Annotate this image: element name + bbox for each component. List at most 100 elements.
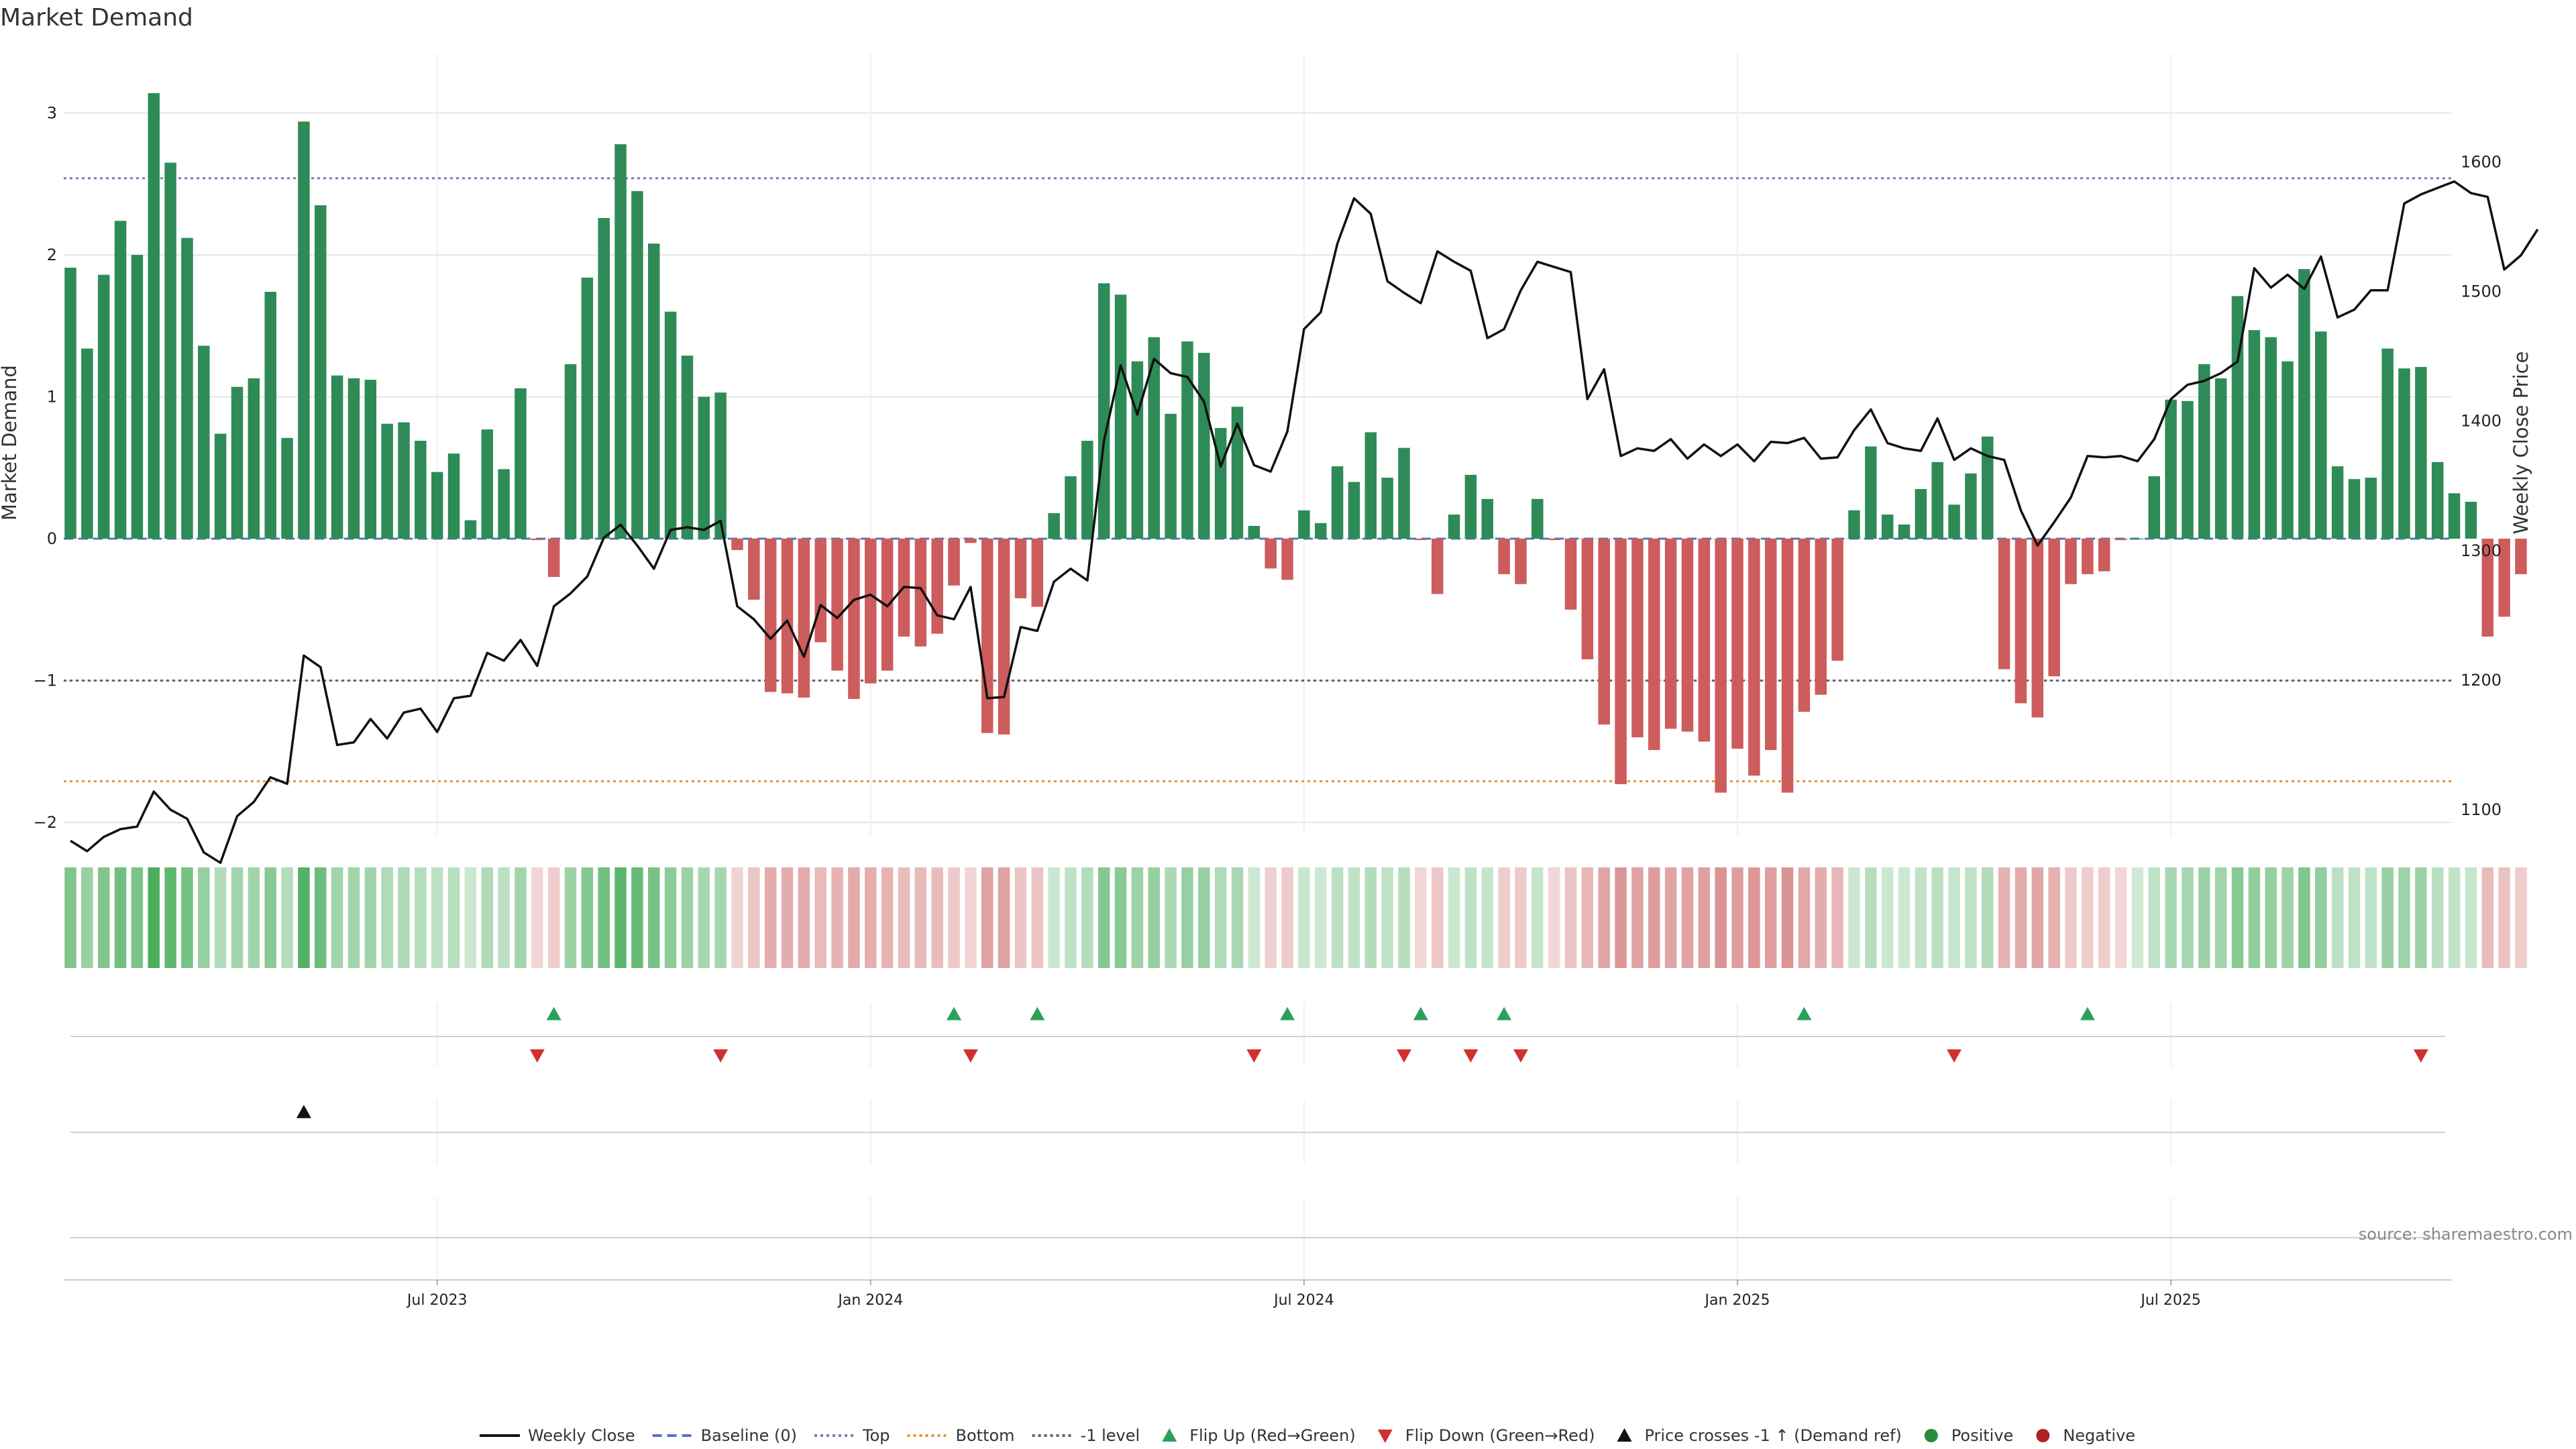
- flip-up-marker: [546, 1007, 561, 1020]
- y-axis-right-label: Weekly Close Price: [2510, 352, 2532, 535]
- demand-bar: [2282, 361, 2294, 539]
- demand-bar: [1781, 539, 1794, 793]
- legend-label: Flip Down (Green→Red): [1405, 1426, 1595, 1445]
- legend-item: Positive: [1924, 1426, 2013, 1445]
- demand-bar: [1014, 539, 1027, 598]
- legend-item: Top: [814, 1426, 890, 1445]
- chart-title: Market Demand: [0, 4, 193, 32]
- heat-cell: [1982, 867, 1994, 968]
- heat-cell: [998, 867, 1010, 968]
- heat-cell: [1415, 867, 1427, 968]
- heat-cell: [1798, 867, 1811, 968]
- demand-bar: [2465, 502, 2477, 539]
- heat-cell: [2165, 867, 2177, 968]
- demand-bar: [1598, 539, 1610, 725]
- demand-bar: [148, 93, 160, 539]
- demand-bar: [814, 539, 826, 643]
- legend-item: Price crosses -1 ↑ (Demand ref): [1617, 1426, 1902, 1445]
- heat-cell: [2331, 867, 2344, 968]
- heat-cell: [431, 867, 443, 968]
- demand-bar: [1431, 539, 1444, 594]
- heat-cell: [831, 867, 843, 968]
- demand-bar: [648, 244, 660, 539]
- heat-cell: [264, 867, 276, 968]
- heat-cell: [1931, 867, 1943, 968]
- demand-bar: [2431, 462, 2444, 539]
- heat-cell: [731, 867, 743, 968]
- heat-cell: [415, 867, 427, 968]
- flip-down-marker: [1947, 1049, 1962, 1063]
- heat-cell: [364, 867, 377, 968]
- heat-cell: [1097, 867, 1110, 968]
- demand-bar: [231, 386, 244, 539]
- heat-cell: [1615, 867, 1627, 968]
- heat-cell: [2182, 867, 2194, 968]
- y-right-tick-label: 1600: [2461, 153, 2502, 172]
- demand-bar: [1965, 473, 1977, 539]
- y-right-tick-label: 1500: [2461, 282, 2502, 301]
- demand-bar: [798, 539, 810, 698]
- heat-cell: [2015, 867, 2027, 968]
- heat-cell: [1248, 867, 1260, 968]
- heat-cell: [1631, 867, 1644, 968]
- demand-bar: [1065, 476, 1077, 539]
- demand-bar: [2031, 539, 2044, 718]
- heat-cell: [2381, 867, 2394, 968]
- heat-cell: [248, 867, 260, 968]
- flip-down-marker: [1397, 1049, 1411, 1063]
- demand-bar: [81, 348, 93, 539]
- heat-cell: [698, 867, 710, 968]
- demand-bar: [1315, 523, 1327, 539]
- flip-up-marker: [1280, 1007, 1295, 1020]
- legend-item: Flip Up (Red→Green): [1162, 1426, 1356, 1445]
- demand-bar: [1331, 466, 1344, 539]
- demand-bar: [131, 255, 144, 539]
- demand-bar: [1281, 539, 1293, 580]
- demand-bar: [2231, 296, 2244, 539]
- demand-bar: [2065, 539, 2077, 584]
- demand-bar: [298, 121, 310, 539]
- demand-bar: [664, 311, 677, 539]
- heat-cell: [1348, 867, 1360, 968]
- heat-cell: [598, 867, 610, 968]
- heat-cell: [2148, 867, 2160, 968]
- heat-cell: [1464, 867, 1477, 968]
- heat-cell: [1198, 867, 1210, 968]
- demand-bar: [547, 539, 560, 578]
- heat-cell: [981, 867, 994, 968]
- heat-cell: [2131, 867, 2144, 968]
- heat-cell: [714, 867, 727, 968]
- demand-bar: [1265, 539, 1277, 569]
- demand-bar: [764, 539, 777, 692]
- heat-cell: [2048, 867, 2060, 968]
- demand-bar: [965, 539, 977, 543]
- heat-cell: [2315, 867, 2327, 968]
- demand-bar: [64, 268, 76, 539]
- heat-cell: [1498, 867, 1510, 968]
- heat-cell: [931, 867, 943, 968]
- legend-label: Negative: [2063, 1426, 2135, 1445]
- weekly-close-line-layer: [70, 180, 2539, 864]
- legend-swatch: [1377, 1430, 1393, 1443]
- demand-bar: [2415, 367, 2427, 539]
- demand-bar: [1631, 539, 1644, 738]
- heat-cell: [97, 867, 110, 968]
- demand-bar: [2214, 378, 2227, 539]
- legend-item: Bottom: [907, 1426, 1015, 1445]
- legend-swatch: [1617, 1428, 1632, 1442]
- heat-cell: [1898, 867, 1911, 968]
- demand-bar: [2114, 539, 2127, 541]
- heat-cell: [1431, 867, 1444, 968]
- demand-bar: [1998, 539, 2010, 669]
- demand-bar: [2248, 330, 2261, 539]
- flip-up-marker: [1413, 1007, 1428, 1020]
- heat-cell: [2298, 867, 2310, 968]
- demand-bar: [1548, 539, 1560, 541]
- legend-item: Weekly Close: [480, 1426, 635, 1445]
- demand-bar: [1231, 407, 1244, 539]
- heat-cell: [1214, 867, 1227, 968]
- heat-cell: [2415, 867, 2427, 968]
- grid-layer: [64, 54, 2452, 1281]
- demand-bar: [865, 539, 877, 684]
